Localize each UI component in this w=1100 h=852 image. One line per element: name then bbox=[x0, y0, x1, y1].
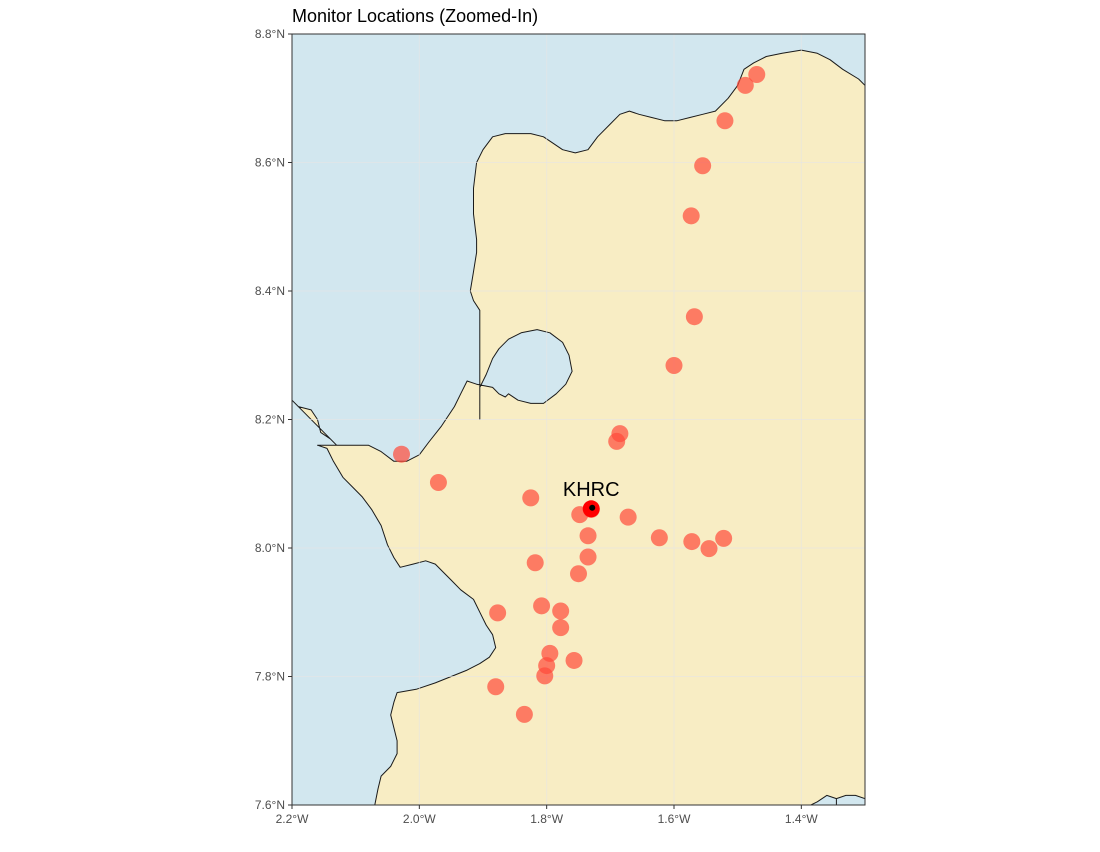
monitor-point[interactable] bbox=[536, 667, 554, 685]
y-tick-label: 8.6°N bbox=[255, 156, 285, 170]
monitor-point[interactable] bbox=[700, 540, 718, 558]
monitor-point[interactable] bbox=[608, 432, 626, 450]
monitor-point[interactable] bbox=[716, 112, 734, 130]
monitor-points bbox=[393, 65, 766, 723]
x-tick-label: 2.0°W bbox=[403, 812, 436, 826]
monitor-point[interactable] bbox=[619, 508, 637, 526]
monitor-point[interactable] bbox=[650, 529, 668, 547]
island-area bbox=[835, 794, 865, 805]
y-tick-label: 8.0°N bbox=[255, 541, 285, 555]
monitor-point[interactable] bbox=[579, 548, 597, 566]
khrc-center-dot bbox=[589, 504, 596, 511]
monitor-point[interactable] bbox=[579, 527, 597, 545]
monitor-point[interactable] bbox=[515, 705, 533, 723]
monitor-point[interactable] bbox=[748, 65, 766, 83]
monitor-point[interactable] bbox=[533, 597, 551, 615]
land-area bbox=[292, 49, 865, 805]
monitor-point[interactable] bbox=[683, 533, 701, 551]
monitor-point[interactable] bbox=[682, 207, 700, 225]
monitor-point[interactable] bbox=[487, 678, 505, 696]
x-tick-label: 1.8°W bbox=[530, 812, 563, 826]
monitor-point[interactable] bbox=[665, 357, 683, 375]
monitor-point[interactable] bbox=[526, 554, 544, 572]
monitor-point[interactable] bbox=[489, 604, 507, 622]
graticule bbox=[292, 34, 865, 805]
monitor-point[interactable] bbox=[393, 445, 411, 463]
monitor-point[interactable] bbox=[736, 76, 754, 94]
map-panel[interactable]: KHRC bbox=[292, 34, 865, 805]
y-tick-label: 8.8°N bbox=[255, 27, 285, 41]
monitor-point[interactable] bbox=[552, 619, 570, 637]
monitor-point[interactable] bbox=[685, 308, 703, 326]
monitor-point[interactable] bbox=[694, 157, 712, 175]
y-tick-label: 7.8°N bbox=[255, 670, 285, 684]
x-tick-label: 2.2°W bbox=[276, 812, 309, 826]
y-tick-label: 8.4°N bbox=[255, 284, 285, 298]
monitor-point[interactable] bbox=[522, 489, 540, 507]
monitor-point[interactable] bbox=[570, 565, 587, 583]
y-axis: 7.6°N 7.8°N 8.0°N 8.2°N 8.4°N 8.6°N 8.8°N bbox=[255, 27, 292, 812]
x-axis: 2.2°W 2.0°W 1.8°W 1.6°W 1.4°W bbox=[276, 805, 818, 826]
map-title: Monitor Locations (Zoomed-In) bbox=[292, 6, 538, 26]
monitor-point[interactable] bbox=[715, 529, 733, 547]
monitor-point[interactable] bbox=[565, 651, 583, 669]
monitor-point[interactable] bbox=[429, 473, 447, 491]
x-tick-label: 1.4°W bbox=[785, 812, 818, 826]
y-tick-label: 8.2°N bbox=[255, 413, 285, 427]
khrc-site: KHRC bbox=[563, 479, 620, 518]
x-tick-label: 1.6°W bbox=[658, 812, 691, 826]
khrc-label: KHRC bbox=[563, 479, 620, 501]
y-tick-label: 7.6°N bbox=[255, 798, 285, 812]
monitor-point[interactable] bbox=[552, 602, 570, 620]
